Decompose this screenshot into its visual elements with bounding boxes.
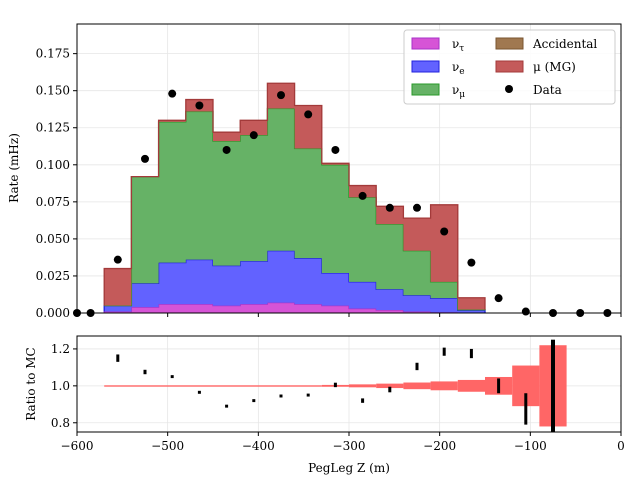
band-segment	[403, 382, 431, 390]
y-tick-label: 0.125	[36, 121, 70, 135]
data-point	[141, 154, 149, 163]
y-tick-label: 0.8	[51, 416, 70, 430]
ratio-point	[116, 354, 120, 362]
band-segment	[104, 385, 322, 387]
legend-label: Data	[533, 83, 562, 97]
ratio-point	[197, 390, 201, 394]
data-point	[168, 89, 177, 98]
band-segment	[349, 384, 377, 388]
y-tick-label: 0.025	[36, 269, 70, 283]
ratio-point	[170, 375, 174, 379]
ratio-point	[252, 399, 256, 403]
legend-swatch	[495, 37, 524, 50]
band-segment	[457, 379, 485, 392]
data-point	[304, 110, 313, 119]
ratio-y-ticks: 0.8 1.0 1.2	[51, 342, 77, 430]
ratio-point	[469, 348, 473, 359]
x-tick-label: −200	[423, 439, 456, 453]
ratio-point	[361, 398, 365, 403]
data-point	[277, 91, 285, 100]
hist-fill-νe	[104, 250, 485, 313]
data-point	[440, 227, 449, 236]
data-point	[113, 255, 122, 264]
main-plot: 0.000 0.025 0.050 0.075 0.100 0.125 0.150 0.175…	[7, 23, 622, 320]
legend-swatch	[411, 83, 440, 96]
y-tick-label: 0.075	[36, 195, 70, 209]
data-point	[331, 145, 340, 154]
band-segment	[376, 383, 404, 389]
y-tick-label: 0.175	[36, 47, 70, 61]
x-tick-label: −600	[61, 439, 94, 453]
hist-fill-νμ	[104, 108, 485, 311]
data-point	[358, 191, 367, 200]
ratio-point	[497, 378, 501, 394]
x-tick-label: −300	[333, 439, 366, 453]
y-tick-label: 1.0	[51, 379, 70, 393]
stacked-histogram	[103, 82, 486, 314]
main-y-label: Rate (mHz)	[7, 133, 21, 203]
ratio-point	[306, 393, 310, 397]
ratio-point	[225, 404, 229, 408]
data-point	[222, 145, 231, 154]
legend-swatch	[411, 37, 440, 50]
x-tick-label: −500	[151, 439, 184, 453]
legend-swatch	[495, 60, 524, 73]
data-point	[494, 294, 503, 303]
ratio-point	[333, 382, 337, 388]
legend-label: Accidental	[532, 37, 597, 51]
legend-swatch	[411, 60, 440, 73]
main-y-ticks: 0.000 0.025 0.050 0.075 0.100 0.125 0.150 0.175	[36, 47, 77, 320]
ratio-x-ticks: −600 −500 −400 −300 −200 −100 0	[61, 432, 625, 453]
data-point	[521, 307, 530, 316]
ratio-x-label: PegLeg Z (m)	[308, 461, 390, 475]
x-tick-label: −100	[514, 439, 547, 453]
ratio-plot: 0.8 1.0 1.2 −600 −500 −400 −300 −200 −100 0 Rati…	[24, 335, 625, 475]
y-tick-label: 1.2	[51, 342, 70, 356]
legend-label: μ (MG)	[533, 60, 576, 74]
ratio-point	[442, 347, 446, 356]
ratio-point	[143, 369, 147, 375]
data-point	[413, 203, 421, 212]
y-tick-label: 0.150	[36, 84, 70, 98]
band-segment	[430, 381, 458, 391]
ratio-y-label: Ratio to MC	[24, 347, 38, 421]
ratio-point	[279, 394, 283, 398]
x-tick-label: 0	[617, 439, 625, 453]
hist-edge-μ (MG)	[103, 82, 486, 310]
ratio-point	[415, 362, 419, 371]
y-tick-label: 0.000	[36, 306, 70, 320]
data-point	[467, 258, 476, 267]
x-tick-label: −400	[242, 439, 275, 453]
data-point	[195, 101, 204, 110]
data-point	[249, 131, 258, 140]
data-point	[385, 203, 394, 212]
y-tick-label: 0.100	[36, 158, 70, 172]
ratio-point	[388, 386, 392, 393]
y-tick-label: 0.050	[36, 232, 70, 246]
ratio-points	[116, 339, 555, 432]
ratio-point	[524, 393, 528, 425]
ratio-point	[551, 339, 555, 432]
legend-data-marker	[505, 85, 513, 93]
main-x-ticks	[76, 313, 622, 317]
